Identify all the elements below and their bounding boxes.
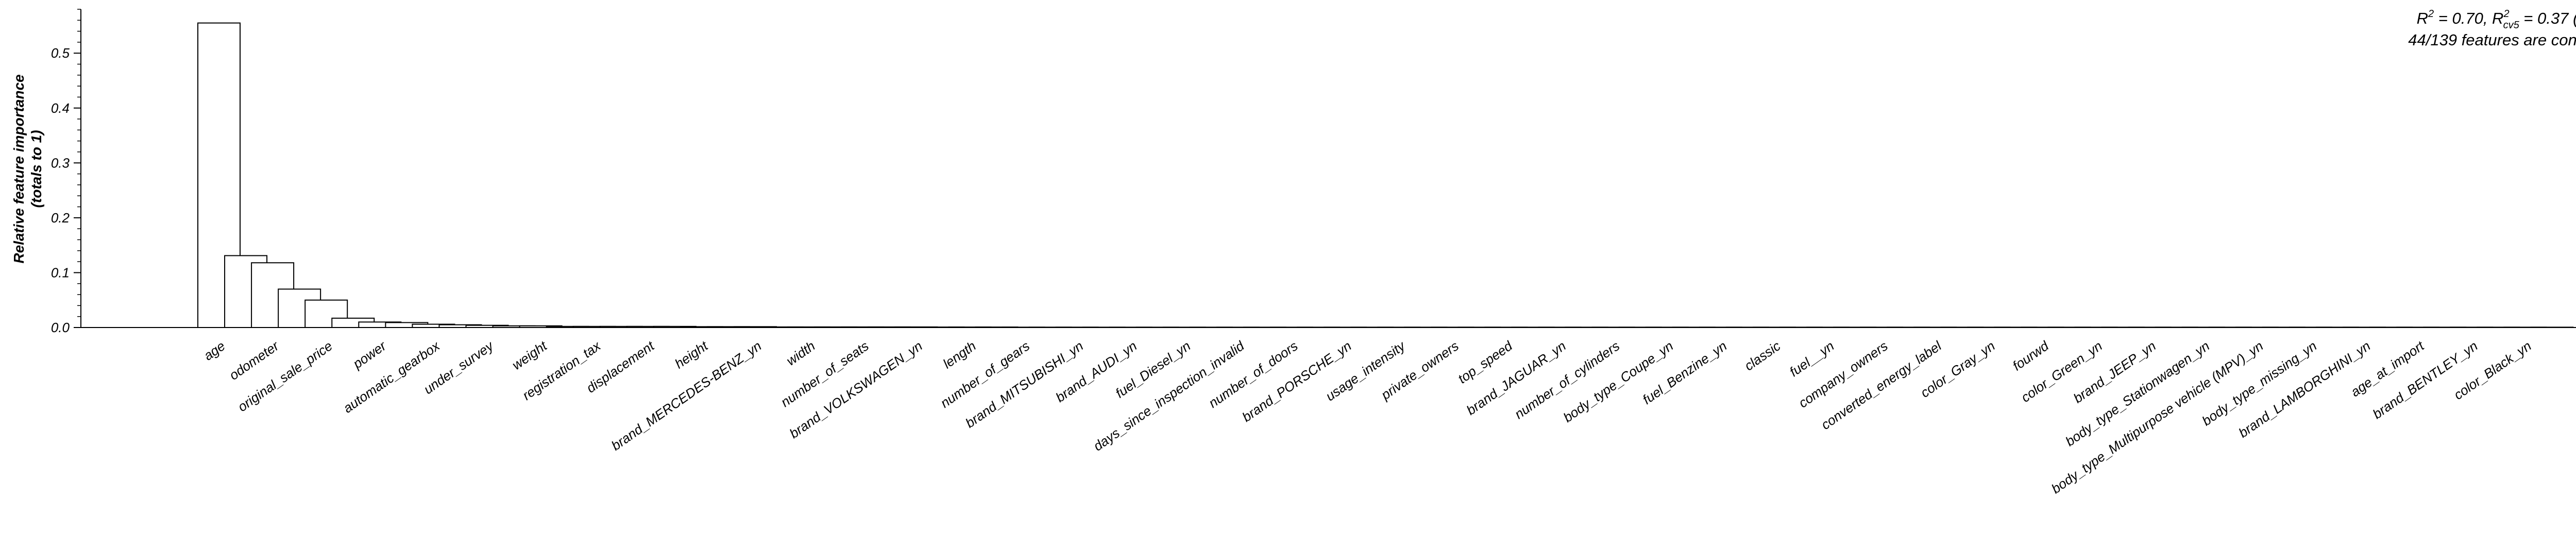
y-axis-title: Relative feature importance (totals to 1… [11,74,44,263]
x-tick-label: company_owners [1795,338,1890,410]
x-tick-label: power [350,338,389,372]
x-tick-label: number_of_gears [938,338,1032,410]
contributing-features-annotation: 44/139 features are contributing [2408,31,2576,49]
x-tick-label: age [201,338,228,363]
x-tick-label: original_sale_price [235,338,335,415]
r2-superscript: 2 [2428,8,2434,20]
y-tick-label: 0.1 [51,265,70,280]
y-tick-label: 0.4 [51,100,70,116]
rcv-superscript: 2 [2503,8,2509,20]
x-tick-label: number_of_seats [778,338,872,410]
x-tick-label: automatic_gearbox [340,338,443,416]
x-tick-label: fuel__yn [1787,338,1837,380]
y-tick-label: 0.0 [51,320,70,335]
y-axis-label-line2: (totals to 1) [28,130,44,208]
r2-symbol: R [2417,9,2428,27]
rcv-value: = 0.37 (+/-0.40) [2519,9,2576,27]
x-tick-label: height [672,337,711,371]
y-axis-label: Relative feature importance [11,74,27,263]
y-tick-label: 0.5 [51,45,70,61]
x-tick-label: weight [509,337,550,373]
x-tick-label: fourwd [2010,337,2052,373]
x-tick-label: width [784,338,818,368]
x-tick-label: classic [1741,338,1783,373]
rcv-subscript: cv5 [2503,20,2520,31]
r2-value: = 0.70, [2434,9,2492,27]
bars-group [198,23,2573,328]
rcv-symbol: R [2492,9,2503,27]
x-tick-label: length [940,338,979,371]
y-tick-label: 0.2 [51,210,70,226]
x-tick-label: number_of_doors [1206,338,1300,410]
y-axis: 0.0 0.1 0.2 0.3 0.4 0.5 [51,9,81,335]
y-tick-label: 0.3 [51,155,70,170]
